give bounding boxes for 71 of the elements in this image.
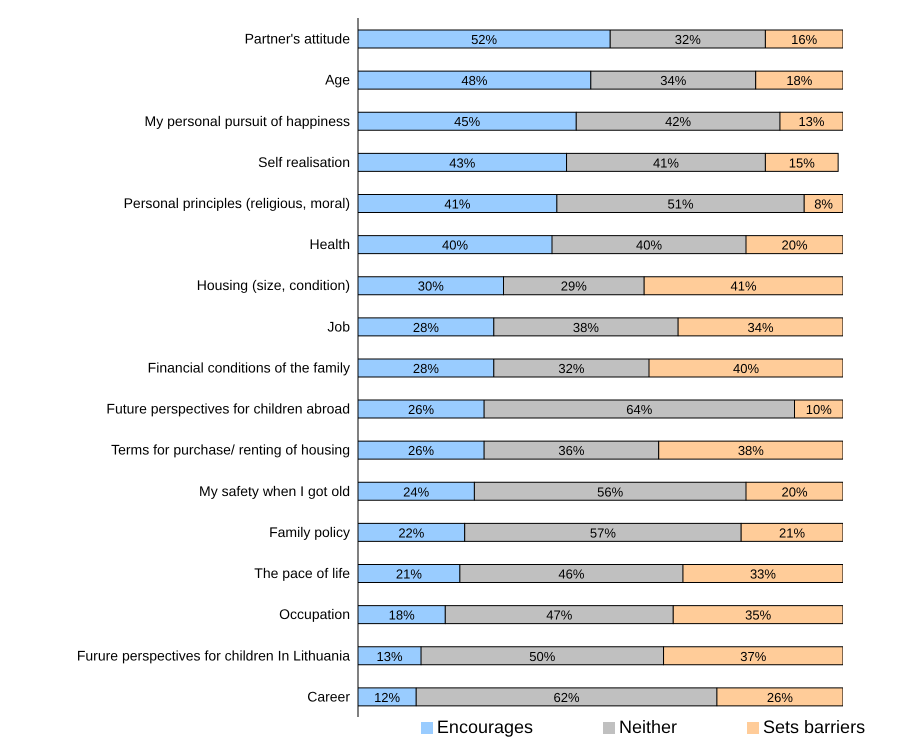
data-label: 40% — [732, 360, 760, 376]
y-tick-label: Financial conditions of the family — [148, 359, 350, 376]
y-tick-label: Career — [307, 688, 350, 704]
y-tick-label: Personal principles (religious, moral) — [124, 195, 350, 211]
data-label: 62% — [554, 690, 580, 705]
y-tick-label: The pace of life — [254, 565, 350, 582]
data-label: 48% — [461, 73, 488, 88]
data-label: 47% — [546, 608, 573, 623]
y-tick-label: My safety when I got old — [199, 482, 350, 499]
y-tick-label: My personal pursuit of happiness — [144, 112, 350, 129]
y-tick-label: Family policy — [269, 524, 350, 540]
data-label: 46% — [558, 566, 585, 582]
data-label: 42% — [665, 114, 692, 130]
data-label: 28% — [412, 320, 440, 335]
data-label: 32% — [558, 360, 585, 376]
data-label: 40% — [636, 238, 662, 253]
data-label: 21% — [396, 566, 422, 582]
data-label: 29% — [560, 278, 588, 294]
data-label: 20% — [781, 238, 808, 253]
data-label: 50% — [529, 648, 556, 664]
data-label: 52% — [471, 32, 498, 47]
data-label: 16% — [791, 32, 818, 47]
y-tick-label: Health — [310, 236, 350, 252]
data-label: 21% — [779, 525, 806, 540]
y-tick-label: Self realisation — [258, 154, 350, 170]
data-label: 38% — [738, 443, 764, 458]
data-label: 24% — [403, 484, 430, 500]
data-label: 40% — [442, 238, 468, 253]
data-label: 33% — [750, 566, 776, 582]
data-label: 37% — [740, 648, 767, 664]
data-label: 51% — [668, 196, 694, 212]
data-label: 56% — [597, 484, 624, 500]
data-label: 26% — [408, 443, 434, 458]
y-tick-label: Furure perspectives for children In Lithuania — [76, 647, 350, 664]
data-label: 41% — [652, 155, 680, 170]
data-label: 18% — [786, 73, 813, 88]
data-label: 36% — [558, 443, 585, 458]
y-tick-label: Partner's attitude — [244, 30, 350, 47]
y-tick-label: Occupation — [279, 606, 350, 622]
data-label: 34% — [660, 73, 687, 88]
data-label: 32% — [674, 32, 702, 47]
legend-label: Encourages — [436, 717, 533, 737]
data-label: 64% — [626, 402, 653, 418]
data-label: 35% — [745, 608, 772, 623]
data-label: 26% — [408, 402, 434, 418]
data-label: 20% — [781, 484, 808, 500]
data-label: 30% — [418, 278, 444, 294]
data-label: 8% — [814, 196, 834, 212]
data-label: 15% — [788, 155, 816, 170]
data-label: 13% — [798, 114, 825, 130]
data-label: 18% — [388, 608, 416, 623]
data-label: 43% — [449, 155, 476, 170]
data-label: 45% — [454, 114, 481, 130]
data-label: 12% — [374, 690, 401, 705]
data-label: 13% — [376, 648, 403, 664]
y-tick-label: Housing (size, condition) — [196, 277, 350, 294]
y-tick-label: Job — [327, 318, 350, 334]
y-tick-label: Terms for purchase/ renting of housing — [111, 442, 350, 458]
data-label: 41% — [444, 196, 471, 212]
data-label: 10% — [806, 402, 832, 418]
data-label: 41% — [730, 278, 758, 294]
legend-label: Sets barriers — [763, 717, 866, 737]
data-label: 28% — [412, 360, 440, 376]
data-label: 34% — [748, 320, 774, 335]
data-label: 38% — [572, 320, 600, 335]
data-label: 26% — [766, 690, 794, 705]
data-label: 57% — [590, 525, 616, 540]
y-tick-label: Future perspectives for children abroad — [106, 400, 350, 417]
data-label: 22% — [398, 525, 425, 540]
y-tick-label: Age — [325, 72, 350, 88]
legend-label: Neither — [619, 717, 678, 737]
